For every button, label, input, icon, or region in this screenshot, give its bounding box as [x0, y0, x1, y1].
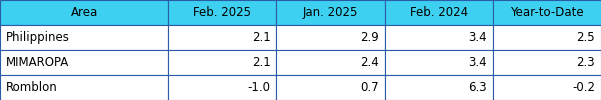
- Bar: [493, 50, 601, 75]
- Bar: [168, 0, 276, 25]
- Text: 2.1: 2.1: [252, 31, 270, 44]
- Bar: [0, 75, 168, 100]
- Text: 2.9: 2.9: [360, 31, 379, 44]
- Text: MIMAROPA: MIMAROPA: [6, 56, 69, 69]
- Bar: [493, 75, 601, 100]
- Bar: [385, 25, 493, 50]
- Text: 6.3: 6.3: [468, 81, 487, 94]
- Text: Philippines: Philippines: [6, 31, 70, 44]
- Bar: [385, 0, 493, 25]
- Text: Jan. 2025: Jan. 2025: [303, 6, 358, 19]
- Bar: [276, 75, 385, 100]
- Bar: [385, 75, 493, 100]
- Text: Feb. 2024: Feb. 2024: [410, 6, 468, 19]
- Text: -0.2: -0.2: [572, 81, 595, 94]
- Text: 2.4: 2.4: [360, 56, 379, 69]
- Bar: [276, 50, 385, 75]
- Text: -1.0: -1.0: [248, 81, 270, 94]
- Text: Area: Area: [70, 6, 98, 19]
- Bar: [168, 75, 276, 100]
- Text: 2.5: 2.5: [576, 31, 595, 44]
- Bar: [493, 25, 601, 50]
- Bar: [168, 25, 276, 50]
- Bar: [493, 0, 601, 25]
- Text: Year-to-Date: Year-to-Date: [510, 6, 584, 19]
- Text: 3.4: 3.4: [468, 31, 487, 44]
- Text: 0.7: 0.7: [360, 81, 379, 94]
- Bar: [385, 50, 493, 75]
- Text: 3.4: 3.4: [468, 56, 487, 69]
- Text: Romblon: Romblon: [6, 81, 58, 94]
- Text: 2.3: 2.3: [576, 56, 595, 69]
- Bar: [0, 50, 168, 75]
- Bar: [0, 0, 168, 25]
- Bar: [168, 50, 276, 75]
- Bar: [0, 25, 168, 50]
- Bar: [276, 0, 385, 25]
- Text: 2.1: 2.1: [252, 56, 270, 69]
- Bar: [276, 25, 385, 50]
- Text: Feb. 2025: Feb. 2025: [194, 6, 251, 19]
